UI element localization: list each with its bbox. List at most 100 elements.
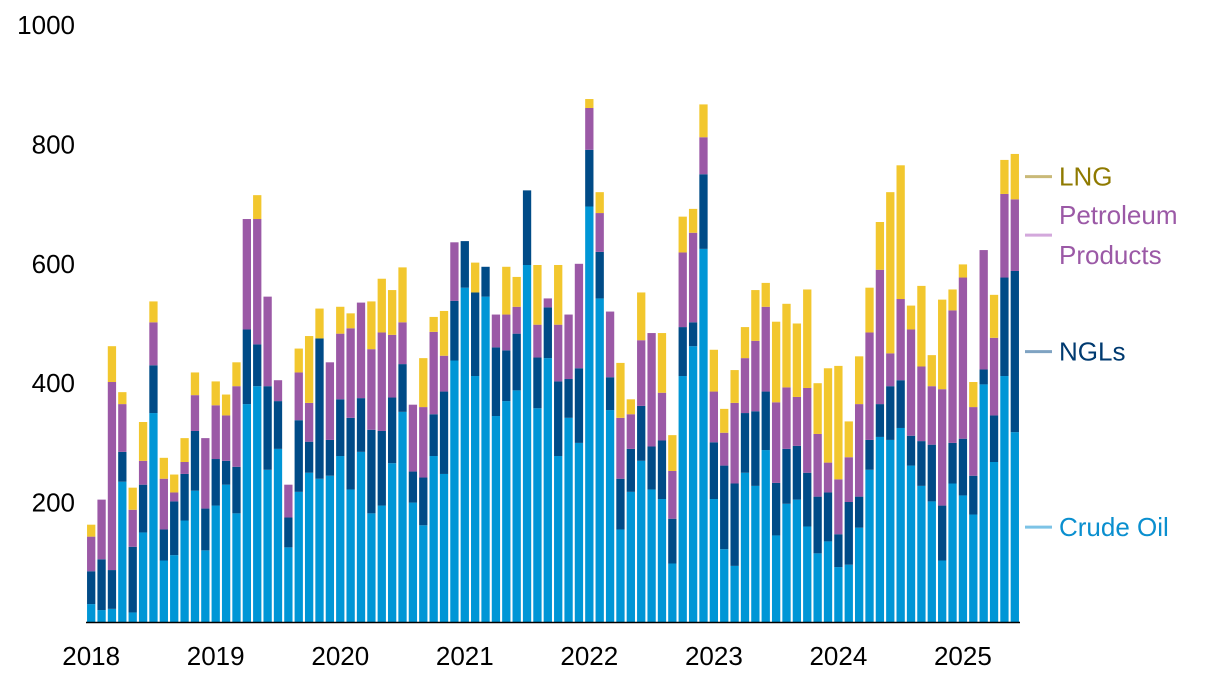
bar-ngls-48 — [585, 149, 594, 207]
bar-petroleum-products-73 — [844, 457, 853, 503]
bar-ngls-7 — [159, 529, 168, 561]
bar-ngls-75 — [865, 439, 874, 470]
bar-petroleum-products-86 — [979, 250, 988, 370]
bar-lng-32 — [419, 358, 428, 408]
bar-lng-51 — [616, 362, 625, 418]
bar-crude-oil-49 — [595, 298, 604, 622]
x-tick-label-2020: 2020 — [311, 641, 369, 671]
bar-ngls-38 — [481, 266, 490, 297]
bar-petroleum-products-10 — [190, 395, 200, 431]
bar-lng-45 — [554, 264, 563, 325]
bar-petroleum-products-75 — [865, 332, 874, 440]
bar-petroleum-products-68 — [792, 396, 802, 446]
bar-ngls-52 — [626, 448, 635, 492]
y-tick-label-400: 400 — [32, 368, 75, 398]
bar-ngls-61 — [720, 465, 729, 550]
bar-ngls-72 — [834, 534, 843, 568]
bar-crude-oil-11 — [201, 550, 210, 622]
x-tick-label-2023: 2023 — [685, 641, 743, 671]
bar-crude-oil-4 — [128, 612, 137, 622]
bar-lng-2 — [107, 346, 117, 383]
bar-ngls-68 — [792, 445, 802, 500]
bar-petroleum-products-2 — [107, 382, 117, 571]
bar-ngls-6 — [149, 365, 158, 414]
bar-lng-25 — [346, 313, 355, 329]
bar-crude-oil-87 — [989, 462, 999, 622]
bar-lng-81 — [927, 355, 936, 387]
bar-crude-oil-70 — [813, 553, 822, 622]
bar-petroleum-products-20 — [294, 372, 303, 421]
bar-petroleum-products-89 — [1010, 199, 1019, 271]
bar-crude-oil-2 — [107, 608, 117, 622]
bar-ngls-32 — [419, 477, 428, 526]
bar-petroleum-products-77 — [886, 353, 895, 387]
bar-petroleum-products-35 — [450, 242, 459, 301]
bar-crude-oil-23 — [325, 475, 335, 622]
bar-ngls-49 — [595, 251, 604, 299]
bar-ngls-4 — [128, 546, 137, 613]
bar-crude-oil-34 — [439, 473, 449, 622]
bar-petroleum-products-14 — [232, 386, 241, 467]
bar-ngls-10 — [190, 430, 200, 491]
bar-lng-37 — [471, 262, 480, 293]
bar-crude-oil-15 — [242, 404, 251, 622]
bar-ngls-39 — [491, 347, 501, 417]
bar-ngls-36 — [460, 241, 469, 288]
bar-ngls-25 — [346, 417, 355, 490]
bar-ngls-13 — [221, 460, 231, 485]
bar-petroleum-products-45 — [554, 324, 563, 382]
bar-petroleum-products-63 — [740, 358, 750, 414]
bar-petroleum-products-26 — [356, 302, 366, 399]
bar-ngls-12 — [211, 459, 220, 506]
bar-ngls-57 — [678, 327, 687, 377]
bar-petroleum-products-29 — [387, 334, 397, 398]
bar-crude-oil-65 — [761, 450, 770, 622]
x-tick-label-2025: 2025 — [934, 641, 992, 671]
bar-petroleum-products-66 — [771, 402, 781, 483]
bar-petroleum-products-71 — [823, 462, 833, 493]
bar-lng-12 — [211, 381, 220, 406]
bar-petroleum-products-25 — [346, 328, 355, 418]
bar-lng-70 — [813, 383, 822, 434]
bar-ngls-22 — [315, 338, 324, 479]
bar-ngls-63 — [740, 413, 750, 473]
bar-ngls-73 — [844, 502, 853, 565]
bar-ngls-77 — [886, 386, 895, 440]
bar-lng-43 — [533, 264, 542, 325]
y-tick-label-200: 200 — [32, 488, 75, 518]
bar-lng-8 — [170, 474, 179, 493]
bar-crude-oil-12 — [211, 505, 220, 622]
bar-lng-65 — [761, 282, 770, 307]
bar-petroleum-products-11 — [201, 438, 210, 509]
bar-petroleum-products-72 — [834, 479, 843, 535]
bar-lng-87 — [989, 294, 999, 338]
bar-petroleum-products-23 — [325, 362, 335, 440]
bar-crude-oil-64 — [751, 485, 760, 622]
bar-lng-4 — [128, 487, 137, 510]
bar-lng-57 — [678, 216, 687, 253]
bar-ngls-51 — [616, 478, 625, 530]
bar-ngls-88 — [1000, 277, 1009, 377]
bar-lng-62 — [730, 370, 739, 403]
bar-lng-74 — [854, 356, 864, 405]
bar-petroleum-products-27 — [367, 349, 376, 430]
bar-ngls-58 — [688, 322, 698, 347]
bar-crude-oil-47 — [574, 442, 584, 622]
bar-crude-oil-21 — [304, 472, 314, 622]
bar-ngls-1 — [97, 559, 106, 611]
bar-lng-76 — [875, 222, 885, 270]
bar-ngls-54 — [647, 446, 656, 490]
bar-petroleum-products-59 — [699, 137, 708, 175]
legend-label-crude-oil: Crude Oil — [1059, 512, 1169, 542]
bar-lng-10 — [190, 372, 200, 396]
bar-lng-68 — [792, 323, 802, 397]
bar-crude-oil-72 — [834, 567, 843, 622]
bar-ngls-84 — [958, 438, 968, 496]
bar-lng-82 — [938, 299, 947, 390]
bar-lng-27 — [367, 301, 376, 350]
bar-crude-oil-68 — [792, 499, 802, 622]
bar-petroleum-products-19 — [284, 484, 293, 518]
bar-lng-7 — [159, 457, 168, 479]
bar-lng-71 — [823, 368, 833, 463]
bar-crude-oil-55 — [657, 499, 667, 622]
